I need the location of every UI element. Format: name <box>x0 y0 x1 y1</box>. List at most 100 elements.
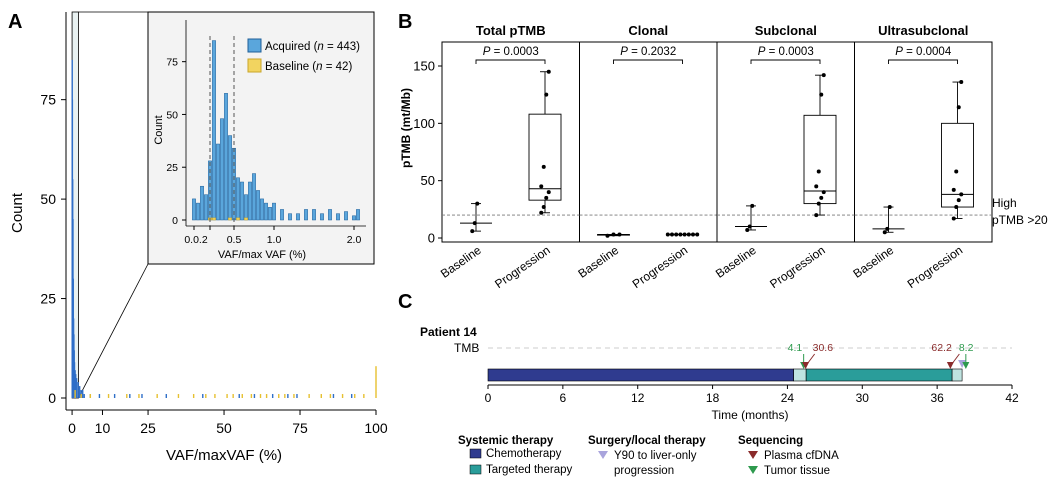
tick-label-b-y: 50 <box>421 173 435 188</box>
histogram-bar-acquired <box>296 394 298 398</box>
threshold-label-line2: pTMB >20 <box>992 213 1048 227</box>
histogram-bar-acquired <box>82 390 84 398</box>
data-point <box>745 227 750 232</box>
tick-label-a-y: 0 <box>48 390 56 406</box>
inset-tick-label-y: 50 <box>166 109 178 121</box>
timeline-tick-label: 6 <box>560 391 567 405</box>
data-point <box>819 195 824 200</box>
inset-legend-label: Acquired (n = 443) <box>265 41 360 53</box>
inset-bar-acquired <box>220 118 224 221</box>
timeline-tick-label: 18 <box>706 391 720 405</box>
histogram-bar-acquired <box>332 394 335 398</box>
histogram-bar-acquired <box>113 394 116 398</box>
data-point <box>544 92 549 97</box>
histogram-bar-baseline <box>89 394 92 398</box>
data-point <box>887 205 892 210</box>
histogram-bar-baseline <box>308 394 310 398</box>
histogram-bar-acquired <box>77 382 79 398</box>
inset-bar-acquired <box>236 177 240 221</box>
category-label: Progression <box>767 243 827 291</box>
inset-bar-acquired <box>252 173 256 221</box>
inset-bar-acquired <box>260 198 264 221</box>
legend-tissue-label: Tumor tissue <box>764 465 830 477</box>
histogram-bar-baseline <box>341 394 344 398</box>
inset-dashed-lines <box>209 36 235 226</box>
data-point <box>475 201 480 206</box>
facet-title: Clonal <box>628 23 668 38</box>
histogram-bar-acquired <box>75 378 78 398</box>
inset-bar-acquired <box>212 40 216 221</box>
inset-bar-acquired <box>248 181 252 221</box>
p-value: P = 0.0003 <box>483 46 539 58</box>
inset-legend-label: Baseline (n = 42) <box>265 61 352 73</box>
sequencing-events: 4.1 30.6 62.2 8.2 <box>788 342 974 369</box>
event-value: 8.2 <box>959 342 974 354</box>
tick-label-b-y: 150 <box>413 59 435 74</box>
inset-tick-label-y: 75 <box>166 57 178 69</box>
inset-bar-acquired <box>312 209 316 221</box>
histogram-bar-baseline <box>265 394 268 398</box>
data-point <box>882 230 887 235</box>
histogram-bar-baseline <box>259 394 262 398</box>
histogram-bar-baseline <box>74 390 76 398</box>
inset-bar-acquired <box>216 143 220 221</box>
data-point <box>951 216 956 221</box>
inset-bar-acquired <box>280 209 284 221</box>
data-point <box>747 224 752 229</box>
facet-total-ptmb: Total pTMB P = 0.0003 Baseline Progression <box>438 23 580 291</box>
data-point <box>678 232 683 237</box>
inset-bar-acquired <box>204 194 208 221</box>
data-point <box>691 232 695 237</box>
data-point <box>695 232 700 237</box>
histogram-bar-baseline <box>329 394 332 398</box>
axis-b-ticks: 0 50 100 150 <box>413 59 442 246</box>
tick-label-a-x: 0 <box>68 420 76 436</box>
panel-c-timeline: Patient 14 TMB 4.1 30.6 62.2 8.2 0 6 12 18 24 30… <box>420 325 1019 477</box>
facet-subclonal: Subclonal P = 0.0003 Baseline Progression <box>713 23 855 291</box>
tick-label-b-y: 0 <box>428 231 435 246</box>
inset-zoom: 0.0.2 0.5 1.0 2.0 0 25 50 75 VAF/max VAF (%) Co… <box>147 11 375 265</box>
inset-bar-acquired <box>244 194 248 221</box>
histogram-bar-acquired <box>238 394 240 398</box>
inset-tick-label-y: 25 <box>166 162 178 174</box>
histogram-bar-acquired <box>202 394 204 398</box>
data-point <box>665 232 670 237</box>
data-point <box>472 221 477 226</box>
inset-bar-acquired <box>196 202 200 221</box>
data-point <box>470 229 475 234</box>
inset-bar-acquired <box>296 213 300 221</box>
box-iqr <box>803 114 837 205</box>
histogram-bar-acquired <box>141 394 143 398</box>
legend-surgery-line2: progression <box>614 465 674 477</box>
inset-bar-acquired <box>228 135 232 221</box>
data-point <box>670 232 674 237</box>
inset-bar-acquired <box>356 209 360 221</box>
data-point <box>682 232 687 237</box>
event-plasma-marker <box>802 362 810 369</box>
legend-tissue-triangle-icon <box>748 466 758 474</box>
histogram-bar-baseline <box>226 394 228 398</box>
inset-bar-baseline <box>212 217 216 221</box>
patient-label: Patient 14 <box>420 325 477 339</box>
data-point <box>821 73 826 78</box>
panel-a-histogram: 0 10 25 50 75 100 0 25 50 75 VAF/maxVAF (%) Count… <box>9 11 388 464</box>
histogram-bar-baseline <box>138 394 140 398</box>
histogram-bar-baseline <box>177 394 180 398</box>
p-value: P = 0.0004 <box>895 46 952 58</box>
histogram-bars <box>71 59 377 399</box>
inset-bar-acquired <box>344 211 348 221</box>
data-point <box>819 92 824 97</box>
event-plasma-marker <box>946 362 954 369</box>
timeline-tick-label: 30 <box>856 391 870 405</box>
facet-ultrasubclonal: Ultrasubclonal P = 0.0004 Baseline Progress… <box>850 23 993 291</box>
data-point <box>617 232 622 237</box>
histogram-bar-acquired <box>78 386 81 398</box>
axis-a-xlabel: VAF/maxVAF (%) <box>166 447 282 464</box>
axis-a-ylabel: Count <box>9 192 26 233</box>
histogram-bar-baseline <box>232 394 234 398</box>
histogram-bar-acquired <box>129 394 131 398</box>
inset-bar-baseline <box>236 217 240 221</box>
histogram-bar-baseline <box>354 394 356 398</box>
box-iqr <box>941 122 974 208</box>
